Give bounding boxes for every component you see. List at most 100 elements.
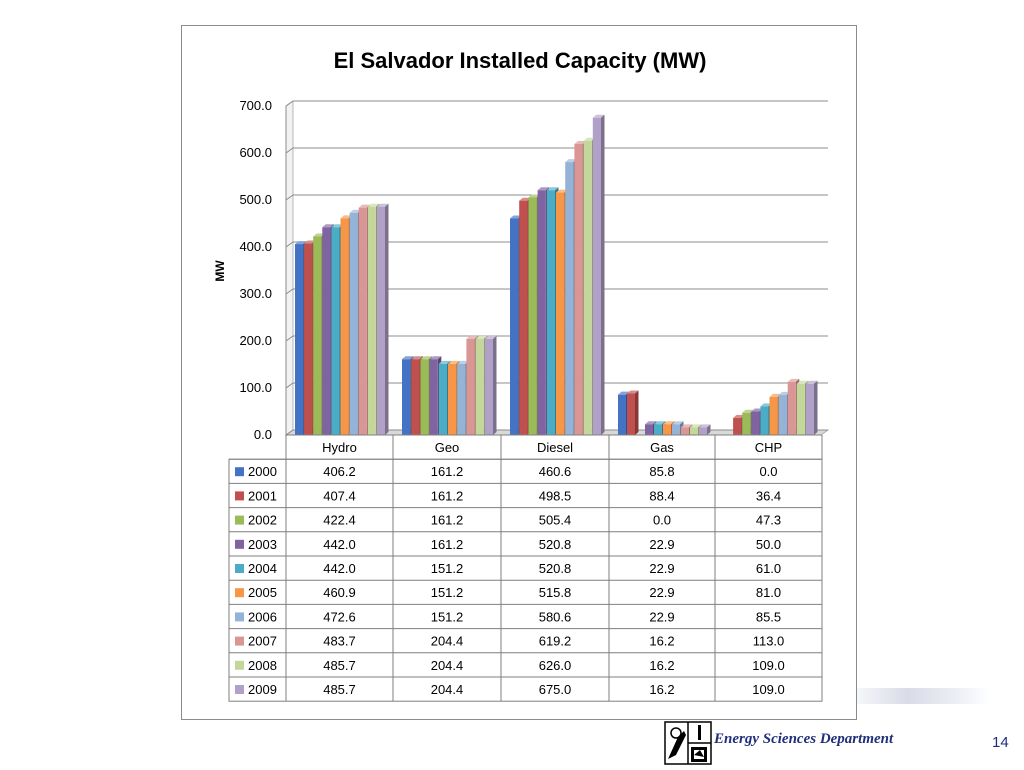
- bar-top-2001-gas: [627, 390, 639, 394]
- y-tick-label: 0.0: [254, 427, 272, 442]
- y-tick-label: 600.0: [239, 145, 272, 160]
- gridline: [285, 382, 828, 389]
- legend-swatch-2002: [235, 515, 244, 525]
- bar-2003-chp: [751, 411, 760, 435]
- data-label-2005-hydro: 460.9: [323, 585, 356, 600]
- bar-top-2001-diesel: [519, 197, 531, 201]
- legend-label-2004: 2004: [248, 561, 277, 576]
- legend-label-2006: 2006: [248, 609, 277, 624]
- bar-2006-geo: [457, 363, 466, 435]
- bar-top-2002-diesel: [528, 194, 541, 198]
- bar-top-2004-hydro: [331, 224, 343, 228]
- bar-top-2000-geo: [402, 356, 414, 360]
- bar-top-2007-diesel: [574, 140, 587, 144]
- bar-top-2008-gas: [690, 424, 702, 428]
- legend-swatch-2001: [235, 491, 244, 501]
- bar-top-2003-chp: [751, 408, 763, 412]
- page-number: 14: [992, 734, 1009, 751]
- data-label-2008-chp: 109.0: [752, 658, 785, 673]
- bar-top-2004-gas: [654, 421, 666, 425]
- data-label-2006-chp: 85.5: [756, 609, 781, 624]
- bar-2001-diesel: [519, 200, 528, 435]
- bar-2008-gas: [690, 427, 698, 435]
- data-label-2009-geo: 204.4: [431, 682, 464, 697]
- bar-top-2005-gas: [663, 421, 675, 425]
- bar-top-2008-diesel: [583, 137, 596, 141]
- y-tick-label: 700.0: [239, 98, 272, 113]
- bar-top-2001-hydro: [304, 240, 316, 244]
- bar-top-2000-diesel: [510, 215, 522, 219]
- bar-chart: El Salvador Installed Capacity (MW) MW 0…: [213, 48, 830, 702]
- legend-label-2009: 2009: [248, 682, 277, 697]
- legend-swatch-2009: [235, 685, 244, 694]
- bar-2004-chp: [760, 406, 769, 435]
- data-label-2000-diesel: 460.6: [539, 464, 572, 479]
- data-label-2008-hydro: 485.7: [323, 658, 356, 673]
- data-label-2007-gas: 16.2: [649, 634, 674, 649]
- data-label-2004-chp: 61.0: [756, 561, 781, 576]
- y-tick-label: 400.0: [239, 239, 272, 254]
- bar-top-2003-diesel: [537, 187, 550, 191]
- legend-swatch-2000: [235, 467, 244, 477]
- data-label-2002-gas: 0.0: [653, 513, 671, 528]
- legend-swatch-2006: [235, 612, 244, 622]
- bar-top-2007-geo: [466, 335, 479, 339]
- gridline: [285, 194, 828, 201]
- legend-label-2005: 2005: [248, 585, 277, 600]
- bar-top-2009-geo: [484, 335, 497, 339]
- bars: [295, 114, 818, 436]
- bar-side-2009-hydro: [385, 203, 389, 435]
- bar-top-2003-geo: [429, 356, 442, 360]
- data-label-2009-diesel: 675.0: [539, 682, 572, 697]
- y-tick-label: 500.0: [239, 192, 272, 207]
- data-label-2006-hydro: 472.6: [323, 609, 356, 624]
- chart-title: El Salvador Installed Capacity (MW): [334, 48, 707, 73]
- bar-2003-diesel: [537, 190, 546, 435]
- bar-2005-geo: [448, 363, 457, 435]
- data-label-2008-diesel: 626.0: [539, 658, 572, 673]
- data-label-2003-geo: 161.2: [431, 537, 464, 552]
- bar-2001-gas: [627, 393, 635, 435]
- bar-top-2007-hydro: [358, 204, 371, 208]
- bar-top-2002-hydro: [313, 233, 325, 237]
- data-table: Hydro Geo Diesel Gas CHP 2000 406.2 161.2 460.6 8…: [228, 434, 823, 702]
- legend-swatch-2007: [235, 636, 244, 646]
- bar-2000-gas: [618, 394, 626, 435]
- bar-top-2009-gas: [699, 424, 711, 428]
- y-tick-label: 100.0: [239, 380, 272, 395]
- y-tick-label: 300.0: [239, 286, 272, 301]
- data-label-2007-hydro: 483.7: [323, 634, 356, 649]
- bar-2005-hydro: [340, 218, 349, 435]
- legend-label-2001: 2001: [248, 488, 277, 503]
- category-label: CHP: [755, 440, 782, 455]
- department-name: Energy Sciences Department: [714, 731, 894, 747]
- gridlines: [285, 100, 828, 436]
- chart-frame: El Salvador Installed Capacity (MW) MW 0…: [181, 25, 857, 720]
- bar-top-2008-hydro: [367, 203, 380, 207]
- data-label-2003-gas: 22.9: [649, 537, 674, 552]
- data-label-2001-geo: 161.2: [431, 488, 464, 503]
- bar-2002-chp: [742, 412, 751, 435]
- data-label-2001-gas: 88.4: [649, 488, 674, 503]
- legend-swatch-2003: [235, 539, 244, 549]
- bar-2003-geo: [429, 359, 438, 435]
- data-label-2008-gas: 16.2: [649, 658, 674, 673]
- bar-top-2005-chp: [769, 393, 782, 397]
- data-label-2005-gas: 22.9: [649, 585, 674, 600]
- category-label: Geo: [435, 440, 460, 455]
- bar-top-2009-hydro: [376, 203, 389, 207]
- data-label-2002-diesel: 505.4: [539, 513, 572, 528]
- bar-top-2001-geo: [411, 356, 423, 360]
- data-label-2008-geo: 204.4: [431, 658, 464, 673]
- slide-accent-gradient: [840, 688, 990, 704]
- bar-top-2005-geo: [448, 360, 460, 364]
- bar-2007-chp: [787, 381, 796, 435]
- category-label: Gas: [650, 440, 674, 455]
- legend-swatch-2005: [235, 588, 244, 598]
- data-label-2005-chp: 81.0: [756, 585, 781, 600]
- bar-2009-geo: [484, 338, 493, 435]
- legend-label-2008: 2008: [248, 658, 277, 673]
- bar-2006-gas: [672, 424, 680, 435]
- category-label: Hydro: [322, 440, 357, 455]
- data-label-2004-geo: 151.2: [431, 561, 464, 576]
